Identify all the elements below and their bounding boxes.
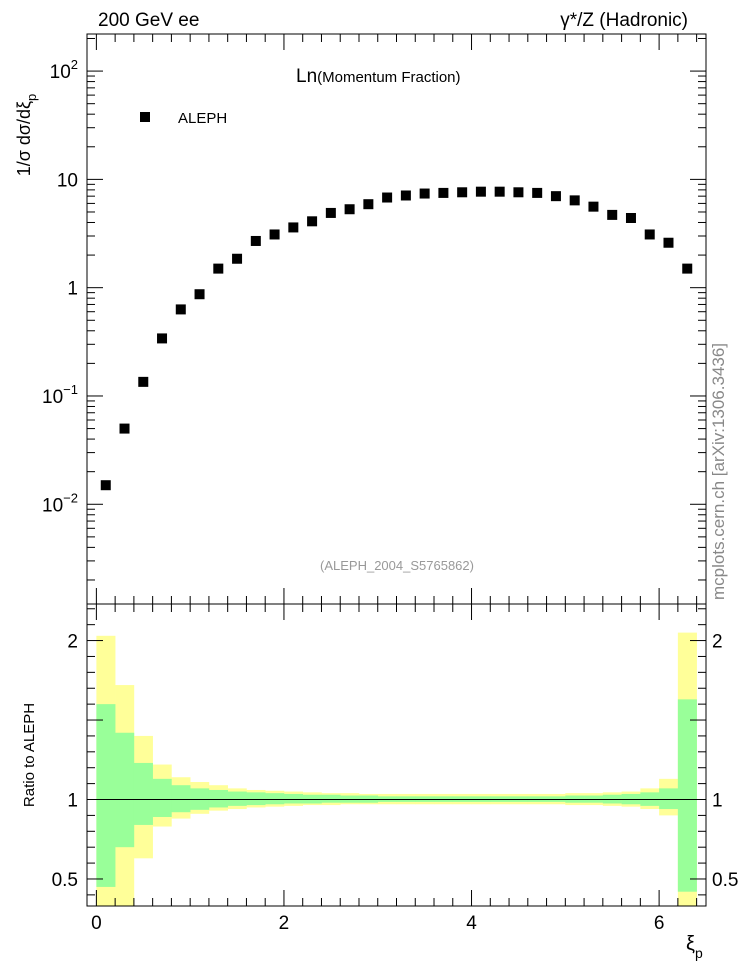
main-y-axis-label: 1/σ dσ/dξp xyxy=(14,94,39,177)
main-y-tick-label-exp: −1 xyxy=(63,382,78,397)
x-tick-label: 4 xyxy=(466,913,477,934)
aleph-data-point xyxy=(419,188,430,199)
aleph-data-point xyxy=(175,304,186,315)
ratio-band-stat-bin xyxy=(283,793,304,804)
ratio-x-ticks: 0 2 4 6 xyxy=(91,604,698,934)
aleph-data-point xyxy=(494,186,505,197)
main-y-tick-label-base: 1 xyxy=(67,279,78,300)
ratio-panel: 0.5 0.5 1 1 2 2 0 2 4 6 Ratio to ALEPH ξp xyxy=(21,603,738,961)
main-y-tick-label-exp: −2 xyxy=(63,490,78,505)
main-title-main: Ln xyxy=(296,66,317,87)
main-y-tick-label: 10 xyxy=(57,170,78,191)
ratio-y-ticks: 0.5 0.5 1 1 2 2 xyxy=(52,608,738,896)
aleph-data-points xyxy=(100,186,693,491)
x-tick-label: 2 xyxy=(279,913,290,934)
aleph-data-point xyxy=(382,192,393,203)
aleph-data-point xyxy=(625,212,636,223)
ratio-band-stat-bin xyxy=(677,699,697,892)
main-y-tick-label: 10−1 xyxy=(42,382,78,408)
aleph-data-point xyxy=(288,222,299,233)
ratio-y-tick-label-right: 0.5 xyxy=(712,870,738,891)
aleph-data-point xyxy=(325,207,336,218)
aleph-data-point xyxy=(100,480,111,491)
aleph-data-point xyxy=(344,204,355,215)
ratio-band-stat-bin xyxy=(133,762,153,825)
ratio-band-stat-bin xyxy=(96,704,116,887)
ratio-band-stat-bin xyxy=(246,792,266,806)
main-y-axis-label-sub: p xyxy=(24,94,39,101)
ratio-band-stat-bin xyxy=(115,732,135,848)
aleph-data-point xyxy=(400,190,411,201)
mcplots-side-label: mcplots.cern.ch [arXiv:1306.3436] xyxy=(709,343,728,600)
header-left-label: 200 GeV ee xyxy=(98,10,199,31)
aleph-data-point xyxy=(307,216,318,227)
main-y-tick-label: 1 xyxy=(67,279,78,300)
aleph-data-point xyxy=(213,263,224,274)
ratio-band-stat-bin xyxy=(208,789,228,808)
aleph-data-point xyxy=(682,263,693,274)
ratio-y-axis-label: Ratio to ALEPH xyxy=(21,703,38,807)
x-tick-label: 6 xyxy=(654,913,665,934)
aleph-data-point xyxy=(119,423,130,434)
main-y-tick-label-exp: 2 xyxy=(71,57,78,72)
aleph-data-point xyxy=(194,289,205,300)
aleph-data-point xyxy=(532,187,543,198)
ratio-y-tick-label-right: 1 xyxy=(712,791,723,812)
aleph-data-point xyxy=(363,199,374,210)
ratio-band-stat-bin xyxy=(152,778,172,817)
main-y-tick-label-base: 10 xyxy=(42,495,63,516)
main-y-axis-label-main: 1/σ dσ/dξ xyxy=(14,101,34,176)
main-title-paren: (Momentum Fraction) xyxy=(317,69,460,86)
aleph-data-point xyxy=(457,187,468,198)
ratio-band-stat-bin xyxy=(659,788,679,810)
aleph-data-point xyxy=(588,201,599,212)
main-x-ticks xyxy=(95,34,698,604)
aleph-data-point xyxy=(475,186,486,197)
ratio-band-stat-bin xyxy=(265,793,285,805)
main-title: Ln(Momentum Fraction) xyxy=(296,66,461,87)
aleph-data-point xyxy=(513,187,524,198)
aleph-data-point xyxy=(250,235,261,246)
ratio-band-stat-bin xyxy=(227,791,247,806)
analysis-watermark: (ALEPH_2004_S5765862) xyxy=(320,558,474,573)
ratio-y-tick-label-right: 2 xyxy=(712,632,723,653)
header-right-label: γ*/Z (Hadronic) xyxy=(560,10,688,31)
ratio-band-stat-bin xyxy=(171,785,191,813)
x-axis-label-main: ξ xyxy=(686,933,695,955)
main-y-tick-label-base: 10 xyxy=(50,62,71,83)
ratio-panel-frame xyxy=(86,603,707,907)
legend: ALEPH xyxy=(140,110,227,127)
aleph-data-point xyxy=(232,253,243,264)
aleph-data-point xyxy=(644,229,655,240)
ratio-y-tick-label-left: 1 xyxy=(67,791,78,812)
ratio-bands xyxy=(96,632,697,906)
aleph-data-point xyxy=(438,187,449,198)
main-y-tick-label: 102 xyxy=(50,57,78,83)
aleph-data-point xyxy=(569,195,580,206)
aleph-data-point xyxy=(138,376,149,387)
aleph-data-point xyxy=(607,209,618,220)
aleph-data-point xyxy=(663,237,674,248)
legend-marker-aleph xyxy=(140,112,150,122)
main-y-tick-label-base: 10 xyxy=(42,387,63,408)
legend-label-aleph: ALEPH xyxy=(178,110,227,127)
x-axis-label: ξp xyxy=(686,933,703,961)
ratio-y-tick-label-left: 2 xyxy=(67,632,78,653)
aleph-data-point xyxy=(157,333,168,344)
x-axis-label-sub: p xyxy=(695,945,703,961)
ratio-band-stat-bin xyxy=(321,794,341,803)
aleph-data-point xyxy=(269,229,280,240)
main-y-tick-label: 10−2 xyxy=(42,490,78,516)
main-y-tick-label-base: 10 xyxy=(57,170,78,191)
ratio-y-tick-label-left: 0.5 xyxy=(52,870,78,891)
x-tick-label: 0 xyxy=(91,913,102,934)
aleph-data-point xyxy=(550,191,561,202)
